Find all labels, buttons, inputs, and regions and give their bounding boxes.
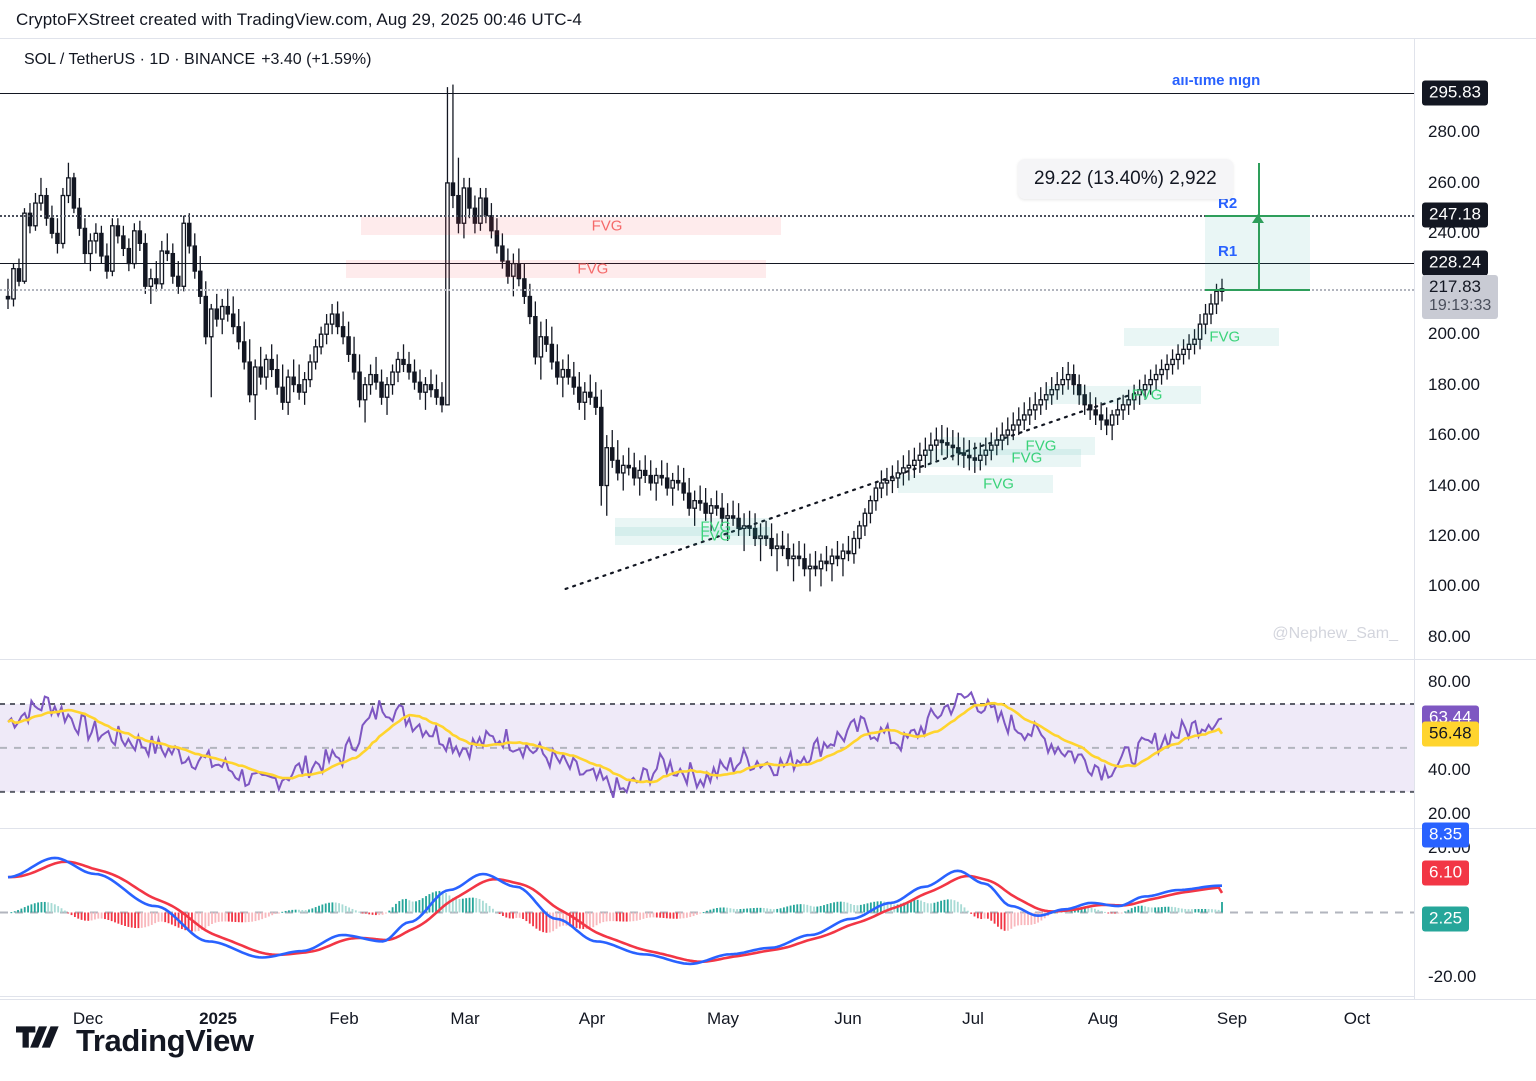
time-tick: Apr	[578, 1009, 606, 1028]
rsi-plot	[0, 690, 1414, 799]
time-tick: 2025	[199, 1009, 237, 1028]
price-level-label[interactable]: 247.18	[1422, 202, 1488, 228]
price-tick: 80.00	[1428, 626, 1471, 646]
price-tick: 100.00	[1428, 576, 1480, 596]
time-axis[interactable]: Dec 2025 Feb Mar Apr May Jun Jul Aug Sep Oct	[0, 996, 1414, 1039]
macd-plot	[0, 856, 1414, 966]
author-watermark: @Nephew_Sam_	[1272, 625, 1398, 642]
time-tick: May	[706, 1009, 740, 1028]
price-level-label[interactable]: 295.83	[1422, 80, 1488, 106]
bar-countdown: 19:13:33	[1429, 296, 1492, 314]
time-tick: Oct	[1343, 1009, 1371, 1028]
macd-tick: -20.00	[1428, 966, 1477, 986]
tradingview-mark-icon	[16, 1026, 59, 1048]
tradingview-logo: TradingView	[16, 1023, 254, 1059]
macd-panel[interactable]	[0, 828, 1414, 996]
price-tick: 160.00	[1428, 425, 1480, 445]
macd-value-label[interactable]: 2.25	[1422, 906, 1470, 932]
time-tick: Mar	[450, 1009, 480, 1028]
tradingview-wordmark: TradingView	[76, 1023, 254, 1058]
legend-change: +3.40 (+1.59%)	[261, 51, 372, 68]
rsi-tick: 40.00	[1428, 759, 1471, 779]
footer: TradingView	[0, 1001, 1536, 1081]
price-tick: 260.00	[1428, 172, 1480, 192]
time-tick: Dec	[72, 1009, 104, 1028]
price-tick: 140.00	[1428, 475, 1480, 495]
attribution-text: CryptoFXStreet created with TradingView.…	[16, 10, 582, 29]
price-tick: 200.00	[1428, 324, 1480, 344]
price-tick: 120.00	[1428, 525, 1480, 545]
current-price-value: 217.83	[1429, 277, 1481, 297]
time-tick: Feb	[329, 1009, 359, 1028]
price-candles	[5, 84, 1225, 592]
current-price-label[interactable]: 217.83 19:13:33	[1422, 275, 1499, 320]
rsi-tick: 20.00	[1428, 803, 1471, 823]
chart-frame: SOL / TetherUS · 1D · BINANCE +3.40 (+1.5…	[0, 38, 1536, 1028]
rsi-tick: 80.00	[1428, 671, 1471, 691]
time-tick: Sep	[1216, 1009, 1248, 1028]
macd-value-label[interactable]: 8.35	[1422, 822, 1470, 848]
rsi-value-label[interactable]: 56.48	[1422, 721, 1479, 747]
chart-legend: SOL / TetherUS · 1D · BINANCE +3.40 (+1.5…	[24, 51, 371, 69]
time-tick: Aug	[1087, 1009, 1119, 1028]
rsi-axis-scale[interactable]: 80.00 40.00 20.00 63.44 56.48	[1414, 659, 1536, 827]
time-tick: Jun	[834, 1009, 862, 1028]
rsi-panel[interactable]	[0, 659, 1414, 827]
price-level-label[interactable]: 228.24	[1422, 250, 1488, 276]
price-tick: 280.00	[1428, 122, 1480, 142]
macd-value-label[interactable]: 6.10	[1422, 860, 1470, 886]
price-axis-scale[interactable]: 280.00 260.00 240.00 200.00 180.00 160.00 140.…	[1414, 77, 1536, 657]
macd-axis-scale[interactable]: 20.000.00-20.008.356.102.25	[1414, 822, 1536, 996]
price-tick: 240.00	[1428, 223, 1480, 243]
price-tick: 180.00	[1428, 374, 1480, 394]
price-axis[interactable]: 280.00 260.00 240.00 200.00 180.00 160.00 140.…	[1414, 39, 1536, 999]
price-panel[interactable]: all-time high R2 R1 29.22 (13.40%) 2,922 FVG…	[0, 77, 1414, 657]
time-tick: Jul	[962, 1009, 984, 1028]
legend-symbol: SOL / TetherUS · 1D · BINANCE	[24, 51, 256, 68]
